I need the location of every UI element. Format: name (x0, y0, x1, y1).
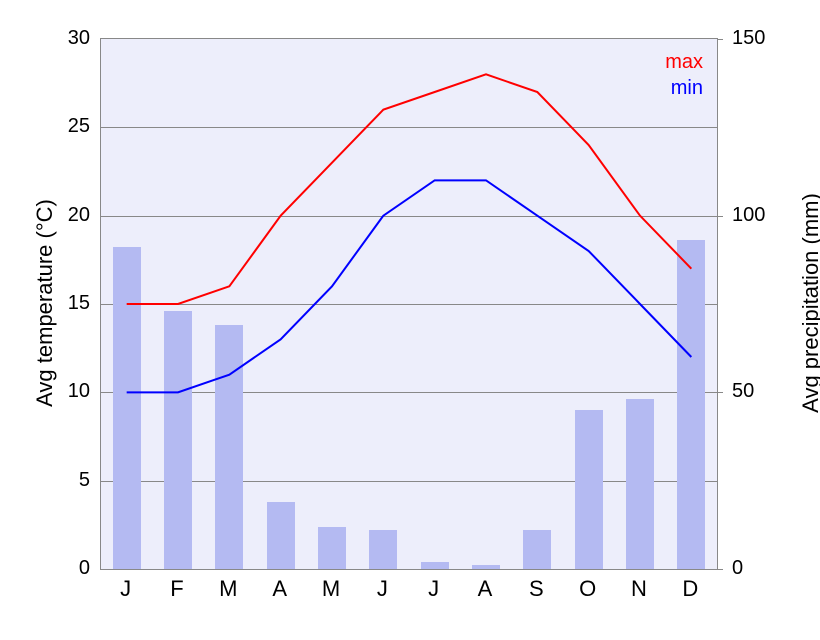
temperature-lines (101, 39, 717, 569)
x-tick-label: M (219, 576, 237, 602)
legend: max min (665, 49, 703, 101)
x-tick-label: F (170, 576, 183, 602)
x-tick-label: J (377, 576, 388, 602)
legend-max: max (665, 49, 703, 75)
y2-axis-title: Avg precipitation (mm) (798, 193, 820, 413)
y1-tick-label: 20 (68, 204, 90, 227)
y1-axis-title: Avg temperature (°C) (32, 199, 58, 407)
y1-tick-label: 30 (68, 27, 90, 50)
x-tick-label: D (682, 576, 698, 602)
y2-tick-label: 50 (732, 380, 754, 403)
climate-chart: max min 0 5 10 15 20 25 30 0 50 100 150 J F M A M J J A S… (0, 0, 820, 640)
y1-tick-label: 0 (79, 557, 90, 580)
y2-tick-label: 0 (732, 557, 743, 580)
x-tick-label: O (579, 576, 596, 602)
x-tick-label: J (120, 576, 131, 602)
y2-tick-label: 150 (732, 27, 765, 50)
x-tick-label: A (478, 576, 493, 602)
legend-min: min (665, 75, 703, 101)
x-tick-label: S (529, 576, 544, 602)
plot-area: max min (100, 38, 718, 570)
y1-tick-label: 15 (68, 292, 90, 315)
x-tick-label: A (272, 576, 287, 602)
x-tick-label: M (322, 576, 340, 602)
y2-tick-label: 100 (732, 204, 765, 227)
y1-tick-label: 5 (79, 469, 90, 492)
y1-tick-label: 10 (68, 380, 90, 403)
y1-tick-label: 25 (68, 115, 90, 138)
x-tick-label: N (631, 576, 647, 602)
temp-min-line (127, 180, 692, 392)
x-tick-label: J (428, 576, 439, 602)
